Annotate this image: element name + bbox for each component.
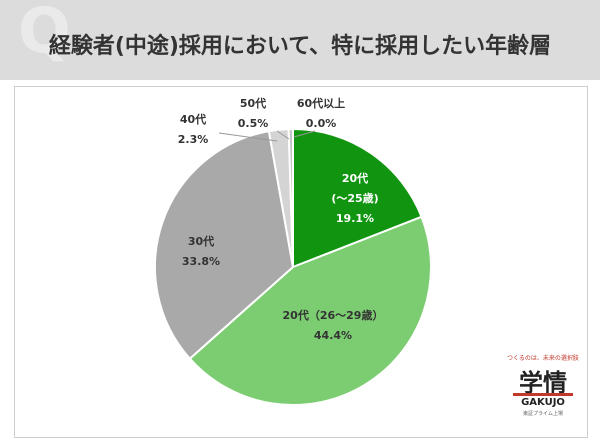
pie-chart: 20代 (～25歳) 19.1% 20代（26～29歳） 44.4% 30代 33.8% 40… [154,96,432,406]
slice-value-0: 19.1% [336,212,374,225]
logo-divider [513,393,573,396]
leader-line-5 [293,130,316,138]
page-title: 経験者(中途)採用において、特に採用したい年齢層 [48,34,552,59]
slice-value-1: 44.4% [314,329,352,342]
slice-value-5: 0.0% [306,117,337,130]
header-banner: Q 経験者(中途)採用において、特に採用したい年齢層 [0,0,600,80]
leader-line-4 [276,130,290,140]
q-watermark: Q [18,0,71,67]
logo-subtitle: 東証プライム上場 [523,411,563,417]
slice-label-2: 30代 [188,234,214,248]
slice-value-4: 0.5% [238,117,269,130]
logo-english: GAKUJO [521,397,565,408]
logo-mark: 学情 [519,369,567,397]
slice-label-0-0: 20代 [342,171,368,185]
pie-slice-1 [188,215,432,406]
pie-slice-0 [292,127,423,269]
chart-card: 20代 (～25歳) 19.1% 20代（26～29歳） 44.4% 30代 33.8% 40… [14,86,588,438]
leader-line-3 [218,132,278,142]
slice-label-1: 20代（26～29歳） [283,308,384,322]
logo-tagline: つくるのは、未来の選択肢 [507,355,579,362]
slice-label-0-1: (～25歳) [331,191,378,205]
slice-value-2: 33.8% [182,255,220,268]
pie-slice-2 [154,129,295,361]
slice-label-4: 50代 [240,96,266,110]
slice-value-3: 2.3% [178,133,209,146]
pie-slice-4 [287,127,294,268]
slice-label-3: 40代 [180,112,206,126]
slice-label-5: 60代以上 [297,96,345,110]
